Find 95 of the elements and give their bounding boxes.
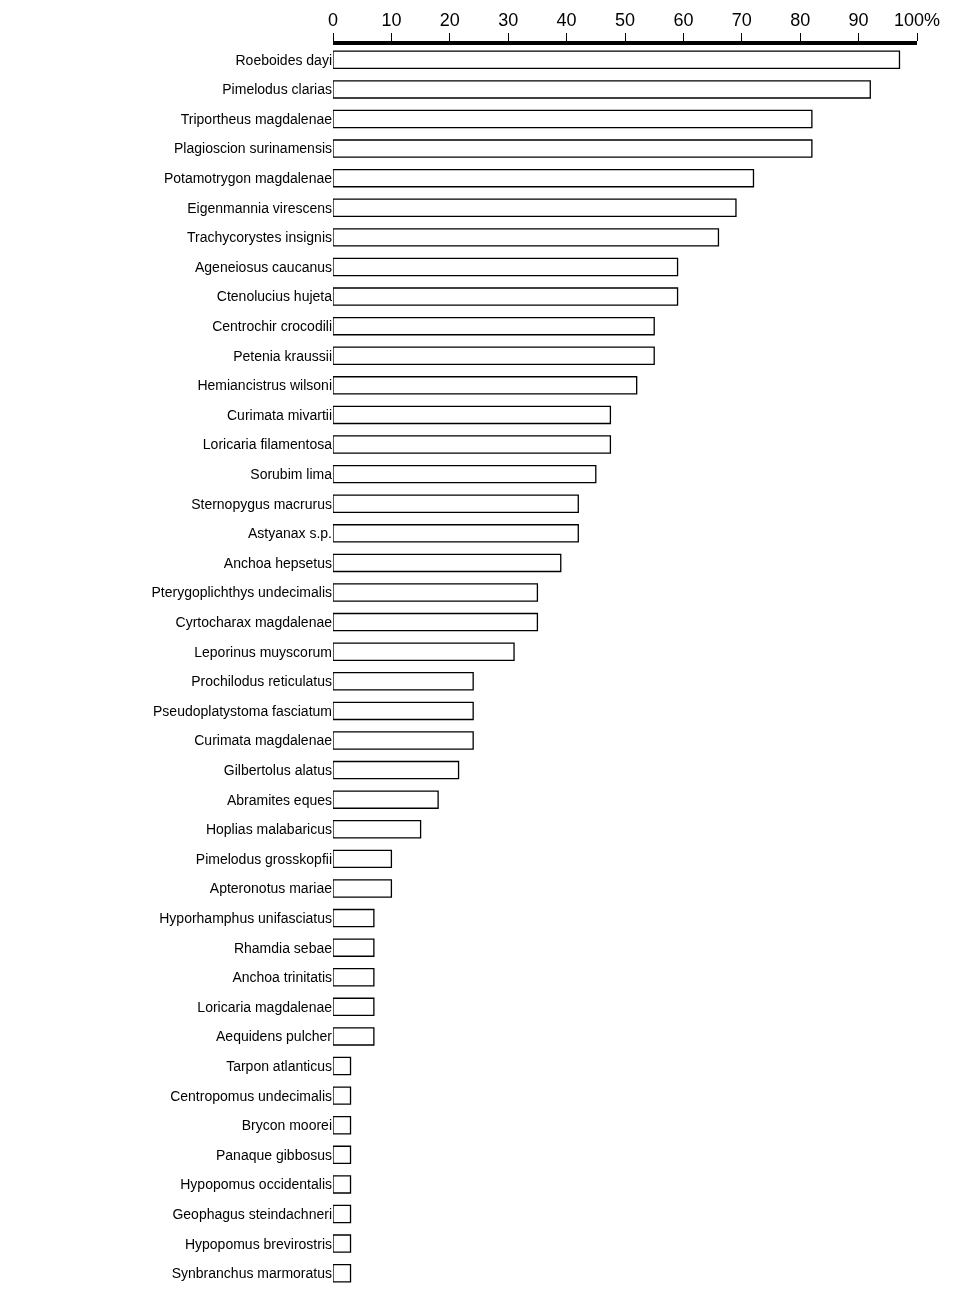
y-tick-label: Aequidens pulcher	[216, 1028, 333, 1045]
bar	[333, 731, 474, 750]
bar	[333, 938, 375, 957]
bar	[333, 139, 813, 158]
bar	[333, 494, 579, 513]
bar	[333, 1234, 352, 1253]
y-tick-label: Leporinus muyscorum	[194, 643, 332, 660]
bar	[333, 168, 755, 188]
x-tick-label: 60	[673, 9, 694, 30]
y-tick-label: Curimata mivartii	[226, 406, 332, 423]
y-tick-label: Ctenolucius hujeta	[216, 288, 333, 305]
bar	[333, 346, 655, 365]
y-tick-label: Panaque gibbosus	[216, 1146, 332, 1163]
y-tick-label: Triportheus magdalenae	[180, 110, 333, 127]
bar	[333, 109, 813, 129]
y-tick-label: Prochilodus reticulatus	[191, 673, 332, 690]
x-tick-label: 20	[439, 9, 460, 30]
bar	[333, 50, 901, 70]
x-tick-label: 40	[556, 9, 577, 30]
y-tick-label: Potamotrygon magdalenae	[163, 170, 333, 187]
y-tick-label: Pseudoplatystoma fasciatum	[153, 702, 332, 719]
bar	[333, 80, 871, 99]
y-tick-label: Brycon moorei	[241, 1117, 332, 1134]
y-tick-label: Loricaria filamentosa	[202, 436, 333, 453]
x-tick-label: 0	[327, 9, 339, 30]
bar	[333, 820, 422, 839]
x-tick-label: 30	[498, 9, 519, 30]
bar	[333, 879, 393, 898]
y-tick-label: Ageneiosus caucanus	[195, 258, 332, 275]
y-tick-label: Plagioscion surinamensis	[174, 140, 332, 157]
y-tick-label: Synbranchus marmoratus	[171, 1265, 332, 1282]
bar	[333, 316, 655, 336]
bar	[333, 228, 720, 247]
y-tick-label: Hypopomus occidentalis	[180, 1176, 332, 1193]
y-tick-label: Abramites eques	[226, 791, 332, 808]
x-tick-label: 90	[848, 9, 869, 30]
y-tick-label: Hoplias malabaricus	[205, 821, 332, 838]
bar	[333, 642, 515, 661]
y-tick-label: Loricaria magdalenae	[197, 998, 333, 1015]
y-tick-label: Roeboides dayi	[235, 51, 332, 68]
bar	[333, 1263, 352, 1283]
y-tick-label: Anchoa trinitatis	[232, 969, 332, 986]
y-tick-label: Centropomus undecimalis	[170, 1087, 332, 1104]
y-tick-label: Hypopomus brevirostris	[184, 1235, 332, 1252]
bar	[333, 257, 679, 277]
y-tick-label: Gilbertolus alatus	[223, 761, 332, 778]
bar	[333, 997, 375, 1017]
y-tick-label: Pterygoplichthys undecimalis	[151, 584, 332, 601]
bar	[333, 1204, 352, 1224]
x-tick-label: 50	[614, 9, 636, 30]
bar	[333, 790, 439, 809]
bar	[333, 553, 562, 573]
x-tick-label: 80	[790, 9, 811, 30]
bar	[333, 849, 393, 869]
bar	[333, 1086, 352, 1105]
y-tick-label: Petenia kraussii	[233, 347, 332, 364]
bar	[333, 1175, 352, 1194]
bar	[333, 583, 539, 602]
y-tick-label: Cyrtocharax magdalenae	[175, 614, 333, 631]
y-tick-label: Astyanax s.p.	[247, 525, 332, 542]
y-tick-label: Hemiancistrus wilsoni	[197, 377, 332, 394]
bar	[333, 524, 579, 543]
x-tick-label: 70	[731, 9, 752, 30]
y-tick-label: Geophagus steindachneri	[172, 1205, 332, 1222]
y-tick-label: Pimelodus grosskopfii	[195, 850, 332, 867]
y-tick-label: Centrochir crocodili	[212, 318, 332, 335]
bar	[333, 968, 375, 987]
bar	[333, 435, 612, 454]
bar	[333, 760, 460, 780]
bar	[333, 672, 474, 691]
bar	[333, 1145, 352, 1165]
bar	[333, 908, 375, 928]
y-tick-label: Trachycorystes insignis	[187, 229, 332, 246]
bar	[333, 287, 679, 306]
bar	[333, 405, 612, 425]
y-tick-label: Apteronotus mariae	[209, 880, 333, 897]
bar	[333, 701, 474, 721]
y-tick-label: Hyporhamphus unifasciatus	[159, 909, 332, 926]
x-tick-label: 10	[381, 9, 402, 30]
y-tick-label: Sternopygus macrurus	[191, 495, 332, 512]
y-tick-label: Rhamdia sebae	[233, 939, 333, 956]
bar	[333, 1115, 352, 1135]
x-tick-label: 100%	[893, 9, 941, 30]
bar	[333, 1056, 352, 1076]
y-tick-label: Pimelodus clarias	[222, 81, 332, 98]
y-tick-label: Tarpon atlanticus	[226, 1057, 332, 1074]
bar	[333, 464, 597, 484]
bar	[333, 376, 638, 395]
y-tick-label: Anchoa hepsetus	[223, 554, 332, 571]
bar	[333, 612, 539, 632]
y-tick-label: Eigenmannia virescens	[187, 199, 332, 216]
bar	[333, 198, 737, 218]
y-tick-label: Curimata magdalenae	[194, 732, 333, 749]
bar	[333, 1027, 375, 1046]
y-tick-label: Sorubim lima	[250, 466, 333, 483]
